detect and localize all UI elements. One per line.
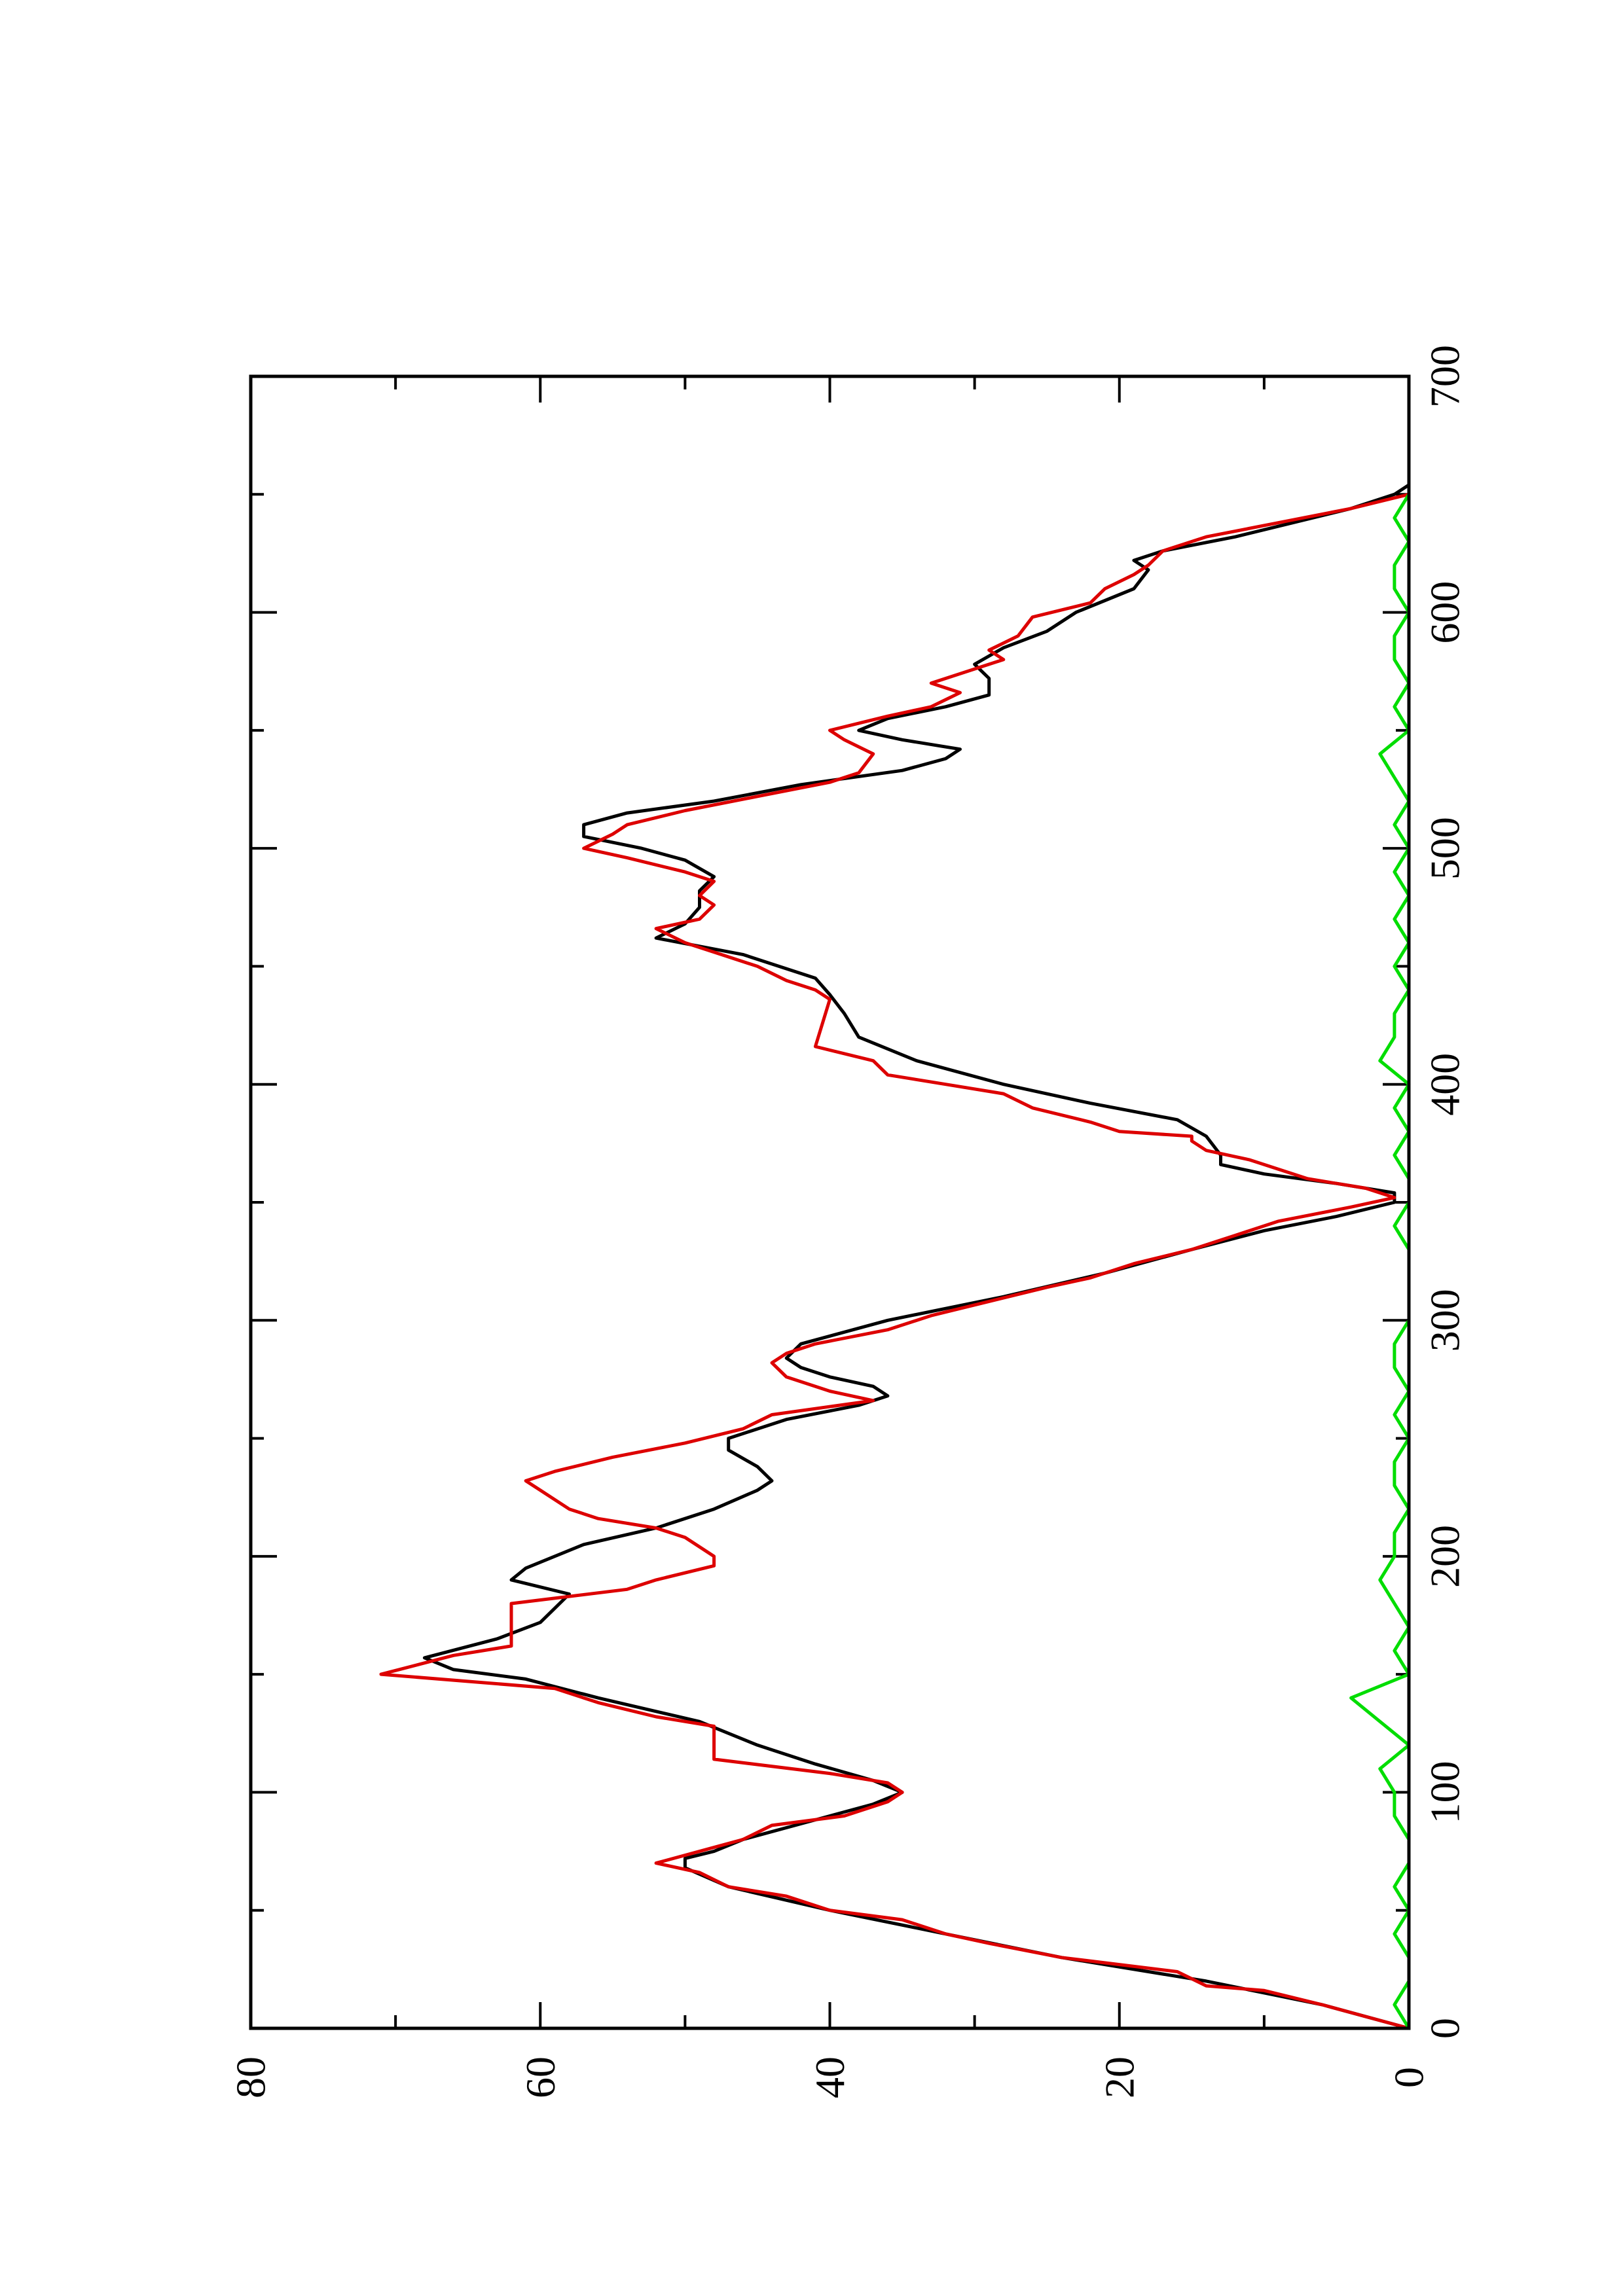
x-tick-label: 600 [1422, 581, 1468, 644]
x-tick-label: 500 [1422, 817, 1468, 880]
tick-labels: 0 100 200 300 400 500 600 700 0 20 40 60 80 [228, 345, 1468, 2098]
x-tick-label: 100 [1422, 1761, 1468, 1823]
x-tick-label: 300 [1422, 1289, 1468, 1352]
x-tick-label: 200 [1422, 1525, 1468, 1588]
series-line-red [379, 492, 1410, 2030]
y-tick-label: 20 [1096, 2056, 1142, 2098]
x-tick-label: 400 [1422, 1053, 1468, 1116]
x-tick-label: 0 [1422, 2018, 1468, 2039]
series-line-green [1349, 482, 1411, 2030]
y-tick-label: 80 [228, 2056, 274, 2098]
y-tick-label: 60 [517, 2056, 564, 2098]
y-tick-label: 0 [1386, 2067, 1432, 2088]
series-layer [379, 482, 1411, 2030]
x-tick-label: 700 [1422, 345, 1468, 408]
y-tick-label: 40 [807, 2056, 853, 2098]
plot-frame [249, 374, 1411, 2030]
tick-marks [249, 375, 1410, 2030]
series-line-black [422, 483, 1410, 2030]
